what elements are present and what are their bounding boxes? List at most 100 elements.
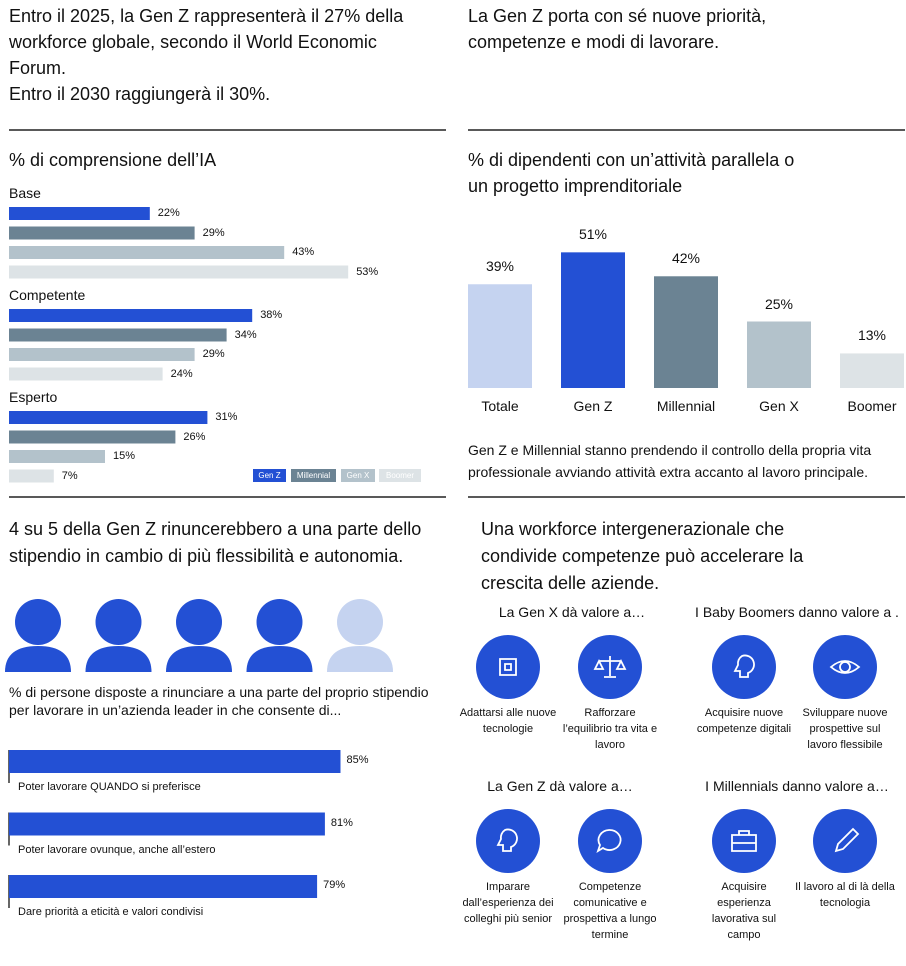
- x-tick-label: Gen X: [759, 398, 799, 414]
- category-label: Esperto: [9, 389, 58, 405]
- x-tick-label: Gen Z: [573, 398, 613, 414]
- group-title: La Gen Z dà valore a…: [487, 778, 633, 794]
- icon-circle: [476, 809, 540, 873]
- value-label: 13%: [857, 327, 887, 344]
- bar: [9, 875, 318, 898]
- bar: [9, 348, 195, 361]
- bar: [9, 328, 227, 342]
- category-label: Base: [9, 185, 41, 201]
- icon-body: [85, 646, 152, 672]
- icon-glyph: [834, 827, 860, 853]
- value-label: 15%: [113, 450, 136, 462]
- icon-glyph: [596, 829, 622, 854]
- bar: [9, 265, 349, 279]
- bar: [840, 353, 904, 388]
- bar: [9, 367, 163, 381]
- value-label: 24%: [170, 367, 193, 380]
- bar: [654, 276, 718, 388]
- value-label: 25%: [764, 295, 794, 312]
- icon-body: [246, 646, 313, 672]
- value-label: 79%: [323, 879, 346, 891]
- icon-circle: [813, 635, 877, 699]
- value-label: 22%: [157, 207, 180, 219]
- person-icon: [327, 599, 393, 672]
- bar: [468, 284, 532, 388]
- legend-swatch: [341, 469, 375, 482]
- icon-body: [166, 646, 232, 672]
- bar: [9, 309, 253, 322]
- icon-body: [5, 646, 71, 672]
- item-label: Sviluppare nuove prospettive sul lavoro …: [802, 707, 888, 751]
- legend-label: Millennial: [296, 471, 331, 480]
- icon-head: [176, 599, 222, 645]
- note: Gen Z e Millennial stanno prendendo il c…: [468, 442, 872, 480]
- chart-title: % di dipendenti con un’attività parallel…: [468, 150, 795, 196]
- category-label: Poter lavorare QUANDO si preferisce: [18, 781, 201, 793]
- bar: [9, 246, 285, 259]
- value-label: 38%: [260, 309, 283, 321]
- headline: Entro il 2030 raggiungerà il 30%.: [9, 84, 271, 104]
- group-title: I Baby Boomers danno valore a .: [695, 604, 899, 620]
- bar: [9, 812, 325, 836]
- value-label: 81%: [330, 816, 353, 829]
- legend-label: Gen Z: [258, 471, 281, 480]
- legend-label: Gen X: [346, 471, 370, 480]
- item-label: Rafforzare l’equilibrio tra vita e lavor…: [562, 707, 658, 751]
- person-icon: [5, 599, 71, 672]
- icon-circle: [712, 635, 776, 699]
- item-label: Imparare dall’esperienza dei colleghi pi…: [462, 881, 554, 925]
- icon-glyph: [731, 830, 757, 852]
- person-icon: [85, 599, 152, 672]
- item-label: Il lavoro al di là della tecnologia: [795, 881, 895, 909]
- category-label: Competente: [9, 287, 86, 303]
- chart-title: 4 su 5 della Gen Z rinuncerebbero a una …: [9, 519, 422, 566]
- icon-body: [327, 646, 393, 672]
- category-label: Dare priorità a eticità e valori condivi…: [18, 906, 204, 918]
- value-label: 7%: [61, 469, 78, 482]
- headline: Entro il 2025, la Gen Z rappresenterà il…: [9, 6, 404, 78]
- bar: [9, 430, 176, 444]
- bar: [9, 411, 208, 424]
- bar: [9, 207, 150, 220]
- icon-head: [337, 599, 383, 645]
- value-label: 85%: [346, 754, 369, 766]
- group-title: I Millennials danno valore a…: [705, 778, 889, 794]
- icon-glyph: [499, 658, 517, 676]
- value-label: 29%: [202, 226, 225, 239]
- legend-swatch: [291, 469, 336, 482]
- value-label: 29%: [202, 348, 225, 360]
- icon-glyph: [829, 660, 861, 674]
- value-label: 34%: [234, 328, 257, 341]
- value-label: 26%: [183, 430, 206, 443]
- item-label: Acquisire nuove competenze digitali: [696, 707, 792, 735]
- legend-label: Boomer: [385, 471, 414, 480]
- icon-head: [15, 599, 61, 645]
- value-label: 39%: [485, 258, 515, 275]
- category-label: Poter lavorare ovunque, anche all’estero: [18, 843, 216, 856]
- chart-title: % di comprensione dell’IA: [9, 150, 217, 170]
- headline: La Gen Z porta con sé nuove priorità, co…: [468, 6, 767, 52]
- bar: [9, 469, 54, 483]
- icon-glyph: [733, 654, 755, 678]
- icon-glyph: [593, 656, 627, 678]
- value-label: 53%: [356, 265, 379, 278]
- bar: [561, 252, 625, 388]
- item-label: Competenze comunicative e prospettiva a …: [563, 881, 657, 941]
- chart-subtitle: % di persone disposte a rinunciare a una…: [9, 684, 429, 718]
- x-tick-label: Boomer: [847, 398, 897, 414]
- value-label: 42%: [671, 250, 701, 267]
- item-label: Adattarsi alle nuove tecnologie: [459, 707, 557, 735]
- person-icon: [246, 599, 313, 672]
- bar: [747, 321, 811, 388]
- section-title: Una workforce intergenerazionale che con…: [481, 519, 804, 593]
- value-label: 43%: [292, 246, 315, 258]
- icon-glyph: [496, 828, 518, 852]
- legend-swatch: [379, 469, 421, 482]
- bar: [9, 750, 341, 773]
- value-label: 51%: [578, 226, 608, 243]
- icon-circle: [578, 809, 642, 873]
- icon-circle: [712, 809, 776, 873]
- icon-head: [256, 599, 303, 645]
